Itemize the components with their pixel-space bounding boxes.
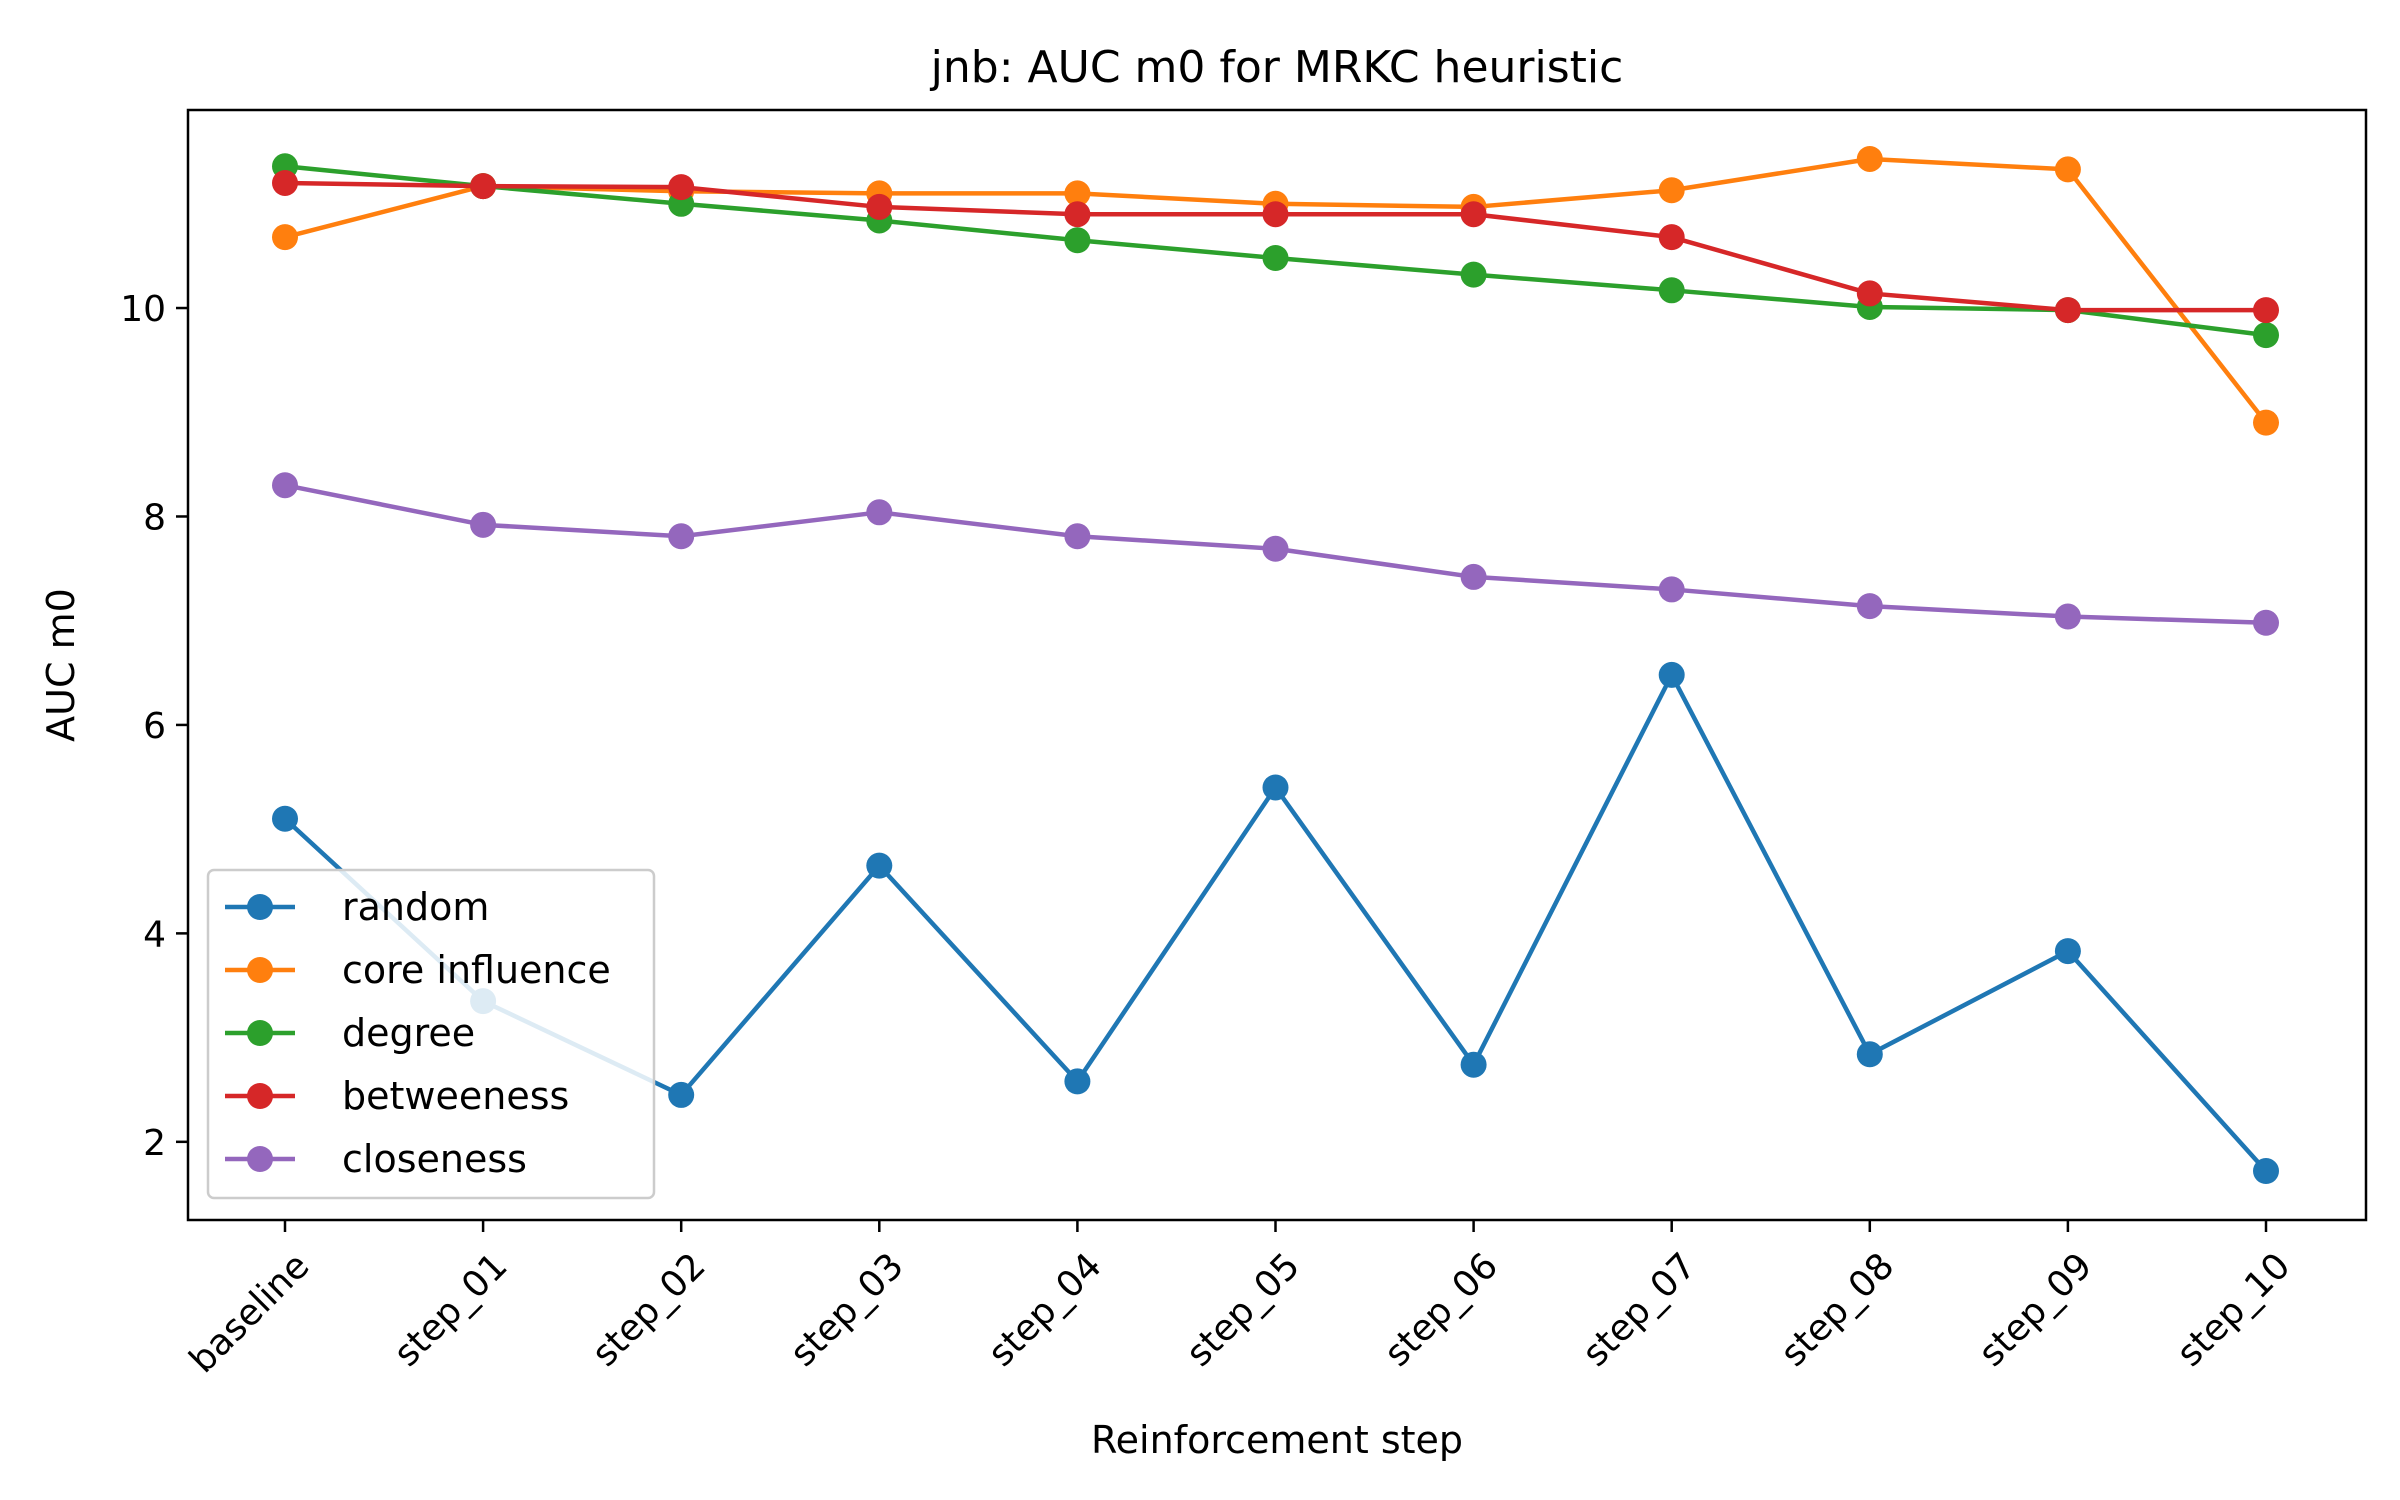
data-point <box>1856 145 1883 172</box>
x-tick-label: baseline <box>182 1245 318 1381</box>
legend-label: closeness <box>342 1137 527 1181</box>
x-axis-label: Reinforcement step <box>1091 1418 1463 1462</box>
x-tick-label: step_09 <box>1971 1245 2100 1374</box>
data-point <box>2253 322 2279 349</box>
data-point <box>1460 201 1487 228</box>
data-point <box>2054 603 2081 630</box>
plot-area: 2 4 6 8 10 baseline step_01 step_02 step_03 step_… <box>120 108 2368 1381</box>
data-point <box>2253 1158 2279 1185</box>
data-point <box>1064 227 1091 254</box>
data-point <box>2253 409 2279 436</box>
legend-box <box>206 868 656 1200</box>
data-point <box>1064 180 1091 207</box>
y-tick-label: 8 <box>143 497 166 538</box>
legend-label: degree <box>342 1011 475 1055</box>
legend-label: random <box>342 885 489 929</box>
x-tick-label: step_04 <box>981 1245 1110 1374</box>
x-tick-label: step_02 <box>584 1245 713 1374</box>
x-tick-label: step_10 <box>2169 1245 2298 1374</box>
y-tick-label: 2 <box>143 1123 166 1164</box>
data-point <box>1262 774 1289 801</box>
data-point <box>1262 245 1289 271</box>
legend-swatch-marker <box>247 1020 273 1046</box>
data-point <box>470 511 497 538</box>
y-axis-label: AUC m0 <box>39 588 83 742</box>
data-point <box>668 523 695 550</box>
legend-swatch-marker <box>247 894 273 920</box>
data-point <box>1658 576 1685 603</box>
data-point <box>1658 224 1685 251</box>
data-point <box>1658 277 1685 304</box>
data-point <box>1460 261 1487 288</box>
x-tick-label: step_08 <box>1773 1245 1902 1374</box>
data-point <box>272 169 298 196</box>
data-point <box>1658 177 1685 204</box>
data-point <box>2054 297 2081 324</box>
data-point <box>470 173 497 200</box>
y-tick-label: 4 <box>143 914 166 955</box>
series-core-influence <box>272 145 2279 436</box>
data-point <box>1262 201 1289 228</box>
legend-swatch-marker <box>247 957 273 983</box>
plot-frame <box>186 108 2368 1222</box>
series-betweeness <box>272 169 2279 324</box>
x-tick-label: step_03 <box>783 1245 912 1374</box>
data-point <box>2054 938 2081 965</box>
data-point <box>272 224 298 251</box>
data-point <box>1064 201 1091 228</box>
data-point <box>1856 1041 1883 1068</box>
data-point <box>1658 661 1685 688</box>
series-closeness <box>272 472 2279 636</box>
legend-swatch-marker <box>247 1083 273 1109</box>
legend-label: core influence <box>342 948 611 992</box>
chart-title: jnb: AUC m0 for MRKC heuristic <box>930 42 1624 93</box>
data-point <box>2253 609 2279 636</box>
data-point <box>272 472 298 499</box>
data-point <box>1262 535 1289 562</box>
data-point <box>1460 1051 1487 1078</box>
y-tick-label: 10 <box>120 289 166 330</box>
legend-label: betweeness <box>342 1074 569 1118</box>
data-point <box>668 1081 695 1108</box>
legend-swatch-marker <box>247 1146 273 1172</box>
x-tick-label: step_07 <box>1575 1245 1704 1374</box>
x-tick-label: step_01 <box>386 1245 515 1374</box>
x-tick-label: step_06 <box>1377 1245 1506 1374</box>
data-point <box>1856 593 1883 620</box>
legend: random core influence degree betweeness clos… <box>206 868 656 1200</box>
data-point <box>1064 523 1091 550</box>
data-point <box>2054 156 2081 183</box>
series-degree <box>272 153 2279 349</box>
data-point <box>1856 280 1883 307</box>
data-point <box>866 852 893 879</box>
data-point <box>866 193 893 220</box>
data-point <box>272 805 298 832</box>
data-point <box>2253 297 2279 324</box>
data-point <box>1460 563 1487 590</box>
data-point <box>1064 1068 1091 1095</box>
data-point <box>668 174 695 201</box>
x-tick-label: step_05 <box>1179 1245 1308 1374</box>
data-point <box>866 499 893 526</box>
y-tick-label: 6 <box>143 706 166 747</box>
